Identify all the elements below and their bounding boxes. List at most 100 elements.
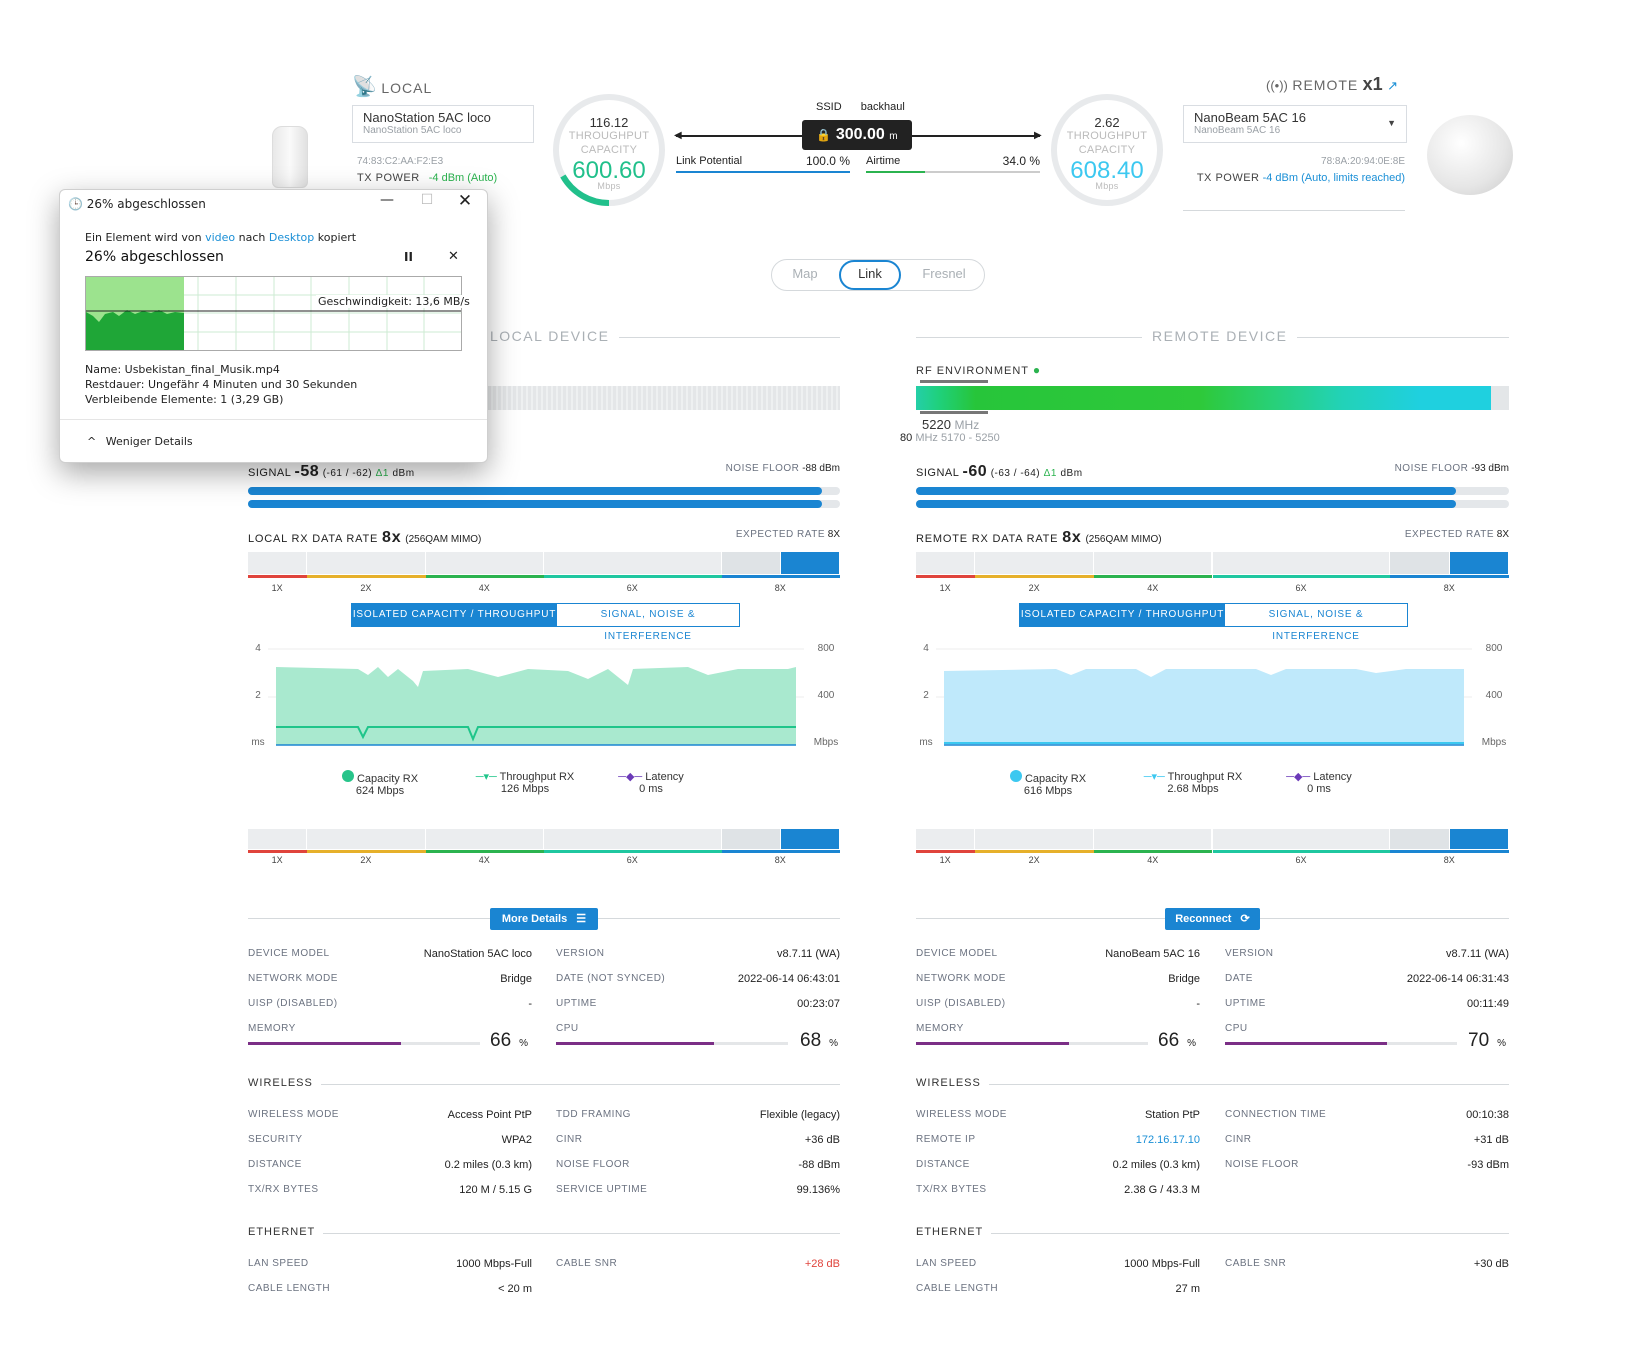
rate-tick-label: 4X xyxy=(478,855,490,865)
local-capacity-value: 600.60 xyxy=(572,157,646,184)
copy-remaining-time: Restdauer: Ungefähr 4 Minuten und 30 Sek… xyxy=(85,378,358,391)
local-throughput-line xyxy=(276,726,796,742)
link-potential-label: Link Potential xyxy=(676,155,743,167)
local-axis-right-tick: Mbps xyxy=(813,737,839,748)
rate-bar-strip xyxy=(307,850,426,853)
local-legend-capacity: Capacity RX 624 Mbps xyxy=(330,770,430,797)
help-icon[interactable]: ● xyxy=(1032,363,1042,377)
local-signal-label: SIGNAL xyxy=(248,467,291,479)
pause-button[interactable]: II xyxy=(404,250,413,264)
tab-map[interactable]: Map xyxy=(792,266,818,281)
local-memory-unit: % xyxy=(519,1038,529,1049)
tab-fresnel[interactable]: Fresnel xyxy=(922,266,966,281)
throughput-line-icon: ─▾─ xyxy=(1143,771,1165,783)
external-link-icon[interactable]: ↗ xyxy=(1387,78,1399,93)
local-capacity-area xyxy=(276,667,796,745)
local-signal-noise-tab[interactable]: SIGNAL, NOISE & INTERFERENCE xyxy=(557,604,739,642)
local-legend-latency: ─◆─ Latency 0 ms xyxy=(616,770,686,795)
remote-signal-delta: Δ1 xyxy=(1043,468,1057,479)
local-wireless-title: WIRELESS xyxy=(248,1077,321,1089)
cancel-copy-button[interactable]: ✕ xyxy=(448,249,459,264)
local-rate-bar xyxy=(248,552,840,578)
rate-bar-strip xyxy=(248,850,308,853)
remote-axis-right-tick: 400 xyxy=(1485,690,1503,701)
local-distance-label: DISTANCE xyxy=(248,1159,302,1170)
remote-isolated-capacity-tab[interactable]: ISOLATED CAPACITY / THROUGHPUT xyxy=(1020,604,1225,626)
nanostation-image xyxy=(272,126,308,188)
local-distance-value: 0.2 miles (0.3 km) xyxy=(444,1159,532,1171)
local-noise-floor-value: -88 dBm xyxy=(802,463,840,474)
rate-tick-label: 8X xyxy=(1443,583,1455,593)
minimize-button[interactable]: — xyxy=(380,192,394,208)
remote-signal-label: SIGNAL xyxy=(916,467,959,479)
local-rate-ticks: 1X 2X 4X 6X 8X xyxy=(248,583,840,595)
remote-memory-bar xyxy=(916,1042,1148,1045)
rate-tick-label: 8X xyxy=(774,855,786,865)
rf-environment-title: RF ENVIRONMENT ● xyxy=(916,363,1041,377)
local-axis-left-tick: ms xyxy=(251,737,265,748)
remote-device-name: NanoBeam 5AC 16 xyxy=(1194,110,1307,125)
local-legend-throughput: ─▾─ Throughput RX 126 Mbps xyxy=(470,770,580,795)
local-cinr-value: +36 dB xyxy=(804,1134,840,1146)
capacity-dot-icon xyxy=(1009,770,1022,782)
rate-bar-segment xyxy=(780,829,839,849)
tab-link[interactable]: Link xyxy=(839,260,901,290)
local-wireless-mode-label: WIRELESS MODE xyxy=(248,1109,339,1120)
remote-signal-noise-tab[interactable]: SIGNAL, NOISE & INTERFERENCE xyxy=(1225,604,1407,642)
rate-tick-label: 8X xyxy=(1443,855,1455,865)
local-expected-rate-value: 8X xyxy=(827,529,840,540)
rate-tick-label: 6X xyxy=(626,583,638,593)
dialog-desc-pre: Ein Element wird von xyxy=(85,231,202,244)
remote-cable-length-value: 27 m xyxy=(1175,1283,1200,1295)
rate-bar-segment xyxy=(544,552,721,574)
rate-bar-segment xyxy=(248,829,307,849)
dialog-source-link[interactable]: video xyxy=(205,231,236,244)
remote-device-sub: NanoBeam 5AC 16 xyxy=(1194,125,1281,136)
rate-tick-label: 6X xyxy=(626,855,638,865)
rate-bar-segment xyxy=(248,552,307,574)
local-wireless-left: WIRELESS MODE Access Point PtP SECURITY WP… xyxy=(248,1109,532,1209)
reconnect-button[interactable]: Reconnect ⟳ xyxy=(1165,908,1260,930)
local-legend-capacity-label: Capacity RX xyxy=(356,773,419,785)
rate-bar-strip xyxy=(1449,575,1509,578)
rate-bar-segment xyxy=(307,552,425,574)
remote-network-mode-value: Bridge xyxy=(1168,973,1200,985)
local-signal-delta: Δ1 xyxy=(375,468,389,479)
rate-bar-strip xyxy=(1093,850,1213,853)
remote-ip-link[interactable]: 172.16.17.10 xyxy=(1135,1134,1200,1146)
rf-channel-marker-top xyxy=(920,380,988,383)
link-distance-box: 🔒 300.00 m xyxy=(802,120,912,150)
dialog-destination-link[interactable]: Desktop xyxy=(268,231,315,244)
remote-connection-time-value: 00:10:38 xyxy=(1466,1109,1509,1121)
remote-txrx-value: 2.38 G / 43.3 M xyxy=(1124,1184,1200,1196)
local-isolated-capacity-tab[interactable]: ISOLATED CAPACITY / THROUGHPUT xyxy=(352,604,557,626)
remote-ip-label: REMOTE IP xyxy=(916,1134,976,1145)
rate-bar-segment xyxy=(721,552,780,574)
remote-connection-time-label: CONNECTION TIME xyxy=(1225,1109,1327,1120)
remote-memory-readout: 66% xyxy=(1158,1030,1196,1052)
local-device-selector[interactable]: NanoStation 5AC loco NanoStation 5AC loc… xyxy=(352,105,534,143)
rate-bar-strip xyxy=(307,575,426,578)
rate-bar-segment xyxy=(916,829,975,849)
remote-ethernet-title: ETHERNET xyxy=(916,1226,992,1238)
remote-expected-rate-value: 8X xyxy=(1496,529,1509,540)
rate-tick-label: 6X xyxy=(1295,583,1307,593)
local-memory-value: 66 xyxy=(490,1030,512,1051)
dialog-description: Ein Element wird von video nach Desktop … xyxy=(85,231,356,244)
remote-rx-rate: REMOTE RX DATA RATE 8x (256QAM MIMO) xyxy=(916,529,1162,547)
broadcast-icon: ((•)) xyxy=(1266,78,1288,93)
remote-throughput-value: 2.62 xyxy=(1094,115,1120,130)
rate-bar-strip xyxy=(1390,850,1450,853)
remote-noise-floor-label: NOISE FLOOR xyxy=(1394,463,1469,474)
remote-signal: SIGNAL -60 (-63 / -64) Δ1 dBm xyxy=(916,463,1083,481)
remote-distance-value: 0.2 miles (0.3 km) xyxy=(1112,1159,1200,1171)
maximize-button[interactable]: ☐ xyxy=(420,192,434,208)
fewer-details-button[interactable]: ^ Weniger Details xyxy=(87,435,193,448)
more-details-button[interactable]: More Details ☰ xyxy=(490,908,598,930)
local-security-label: SECURITY xyxy=(248,1134,303,1145)
remote-device-selector[interactable]: NanoBeam 5AC 16 NanoBeam 5AC 16 ▼ xyxy=(1183,105,1407,143)
remote-legend-throughput: ─▾─ Throughput RX 2.68 Mbps xyxy=(1138,770,1248,795)
close-button[interactable]: ✕ xyxy=(457,191,473,211)
remote-rate-ticks-2: 1X 2X 4X 6X 8X xyxy=(916,855,1509,867)
rate-bar-strip xyxy=(916,850,976,853)
